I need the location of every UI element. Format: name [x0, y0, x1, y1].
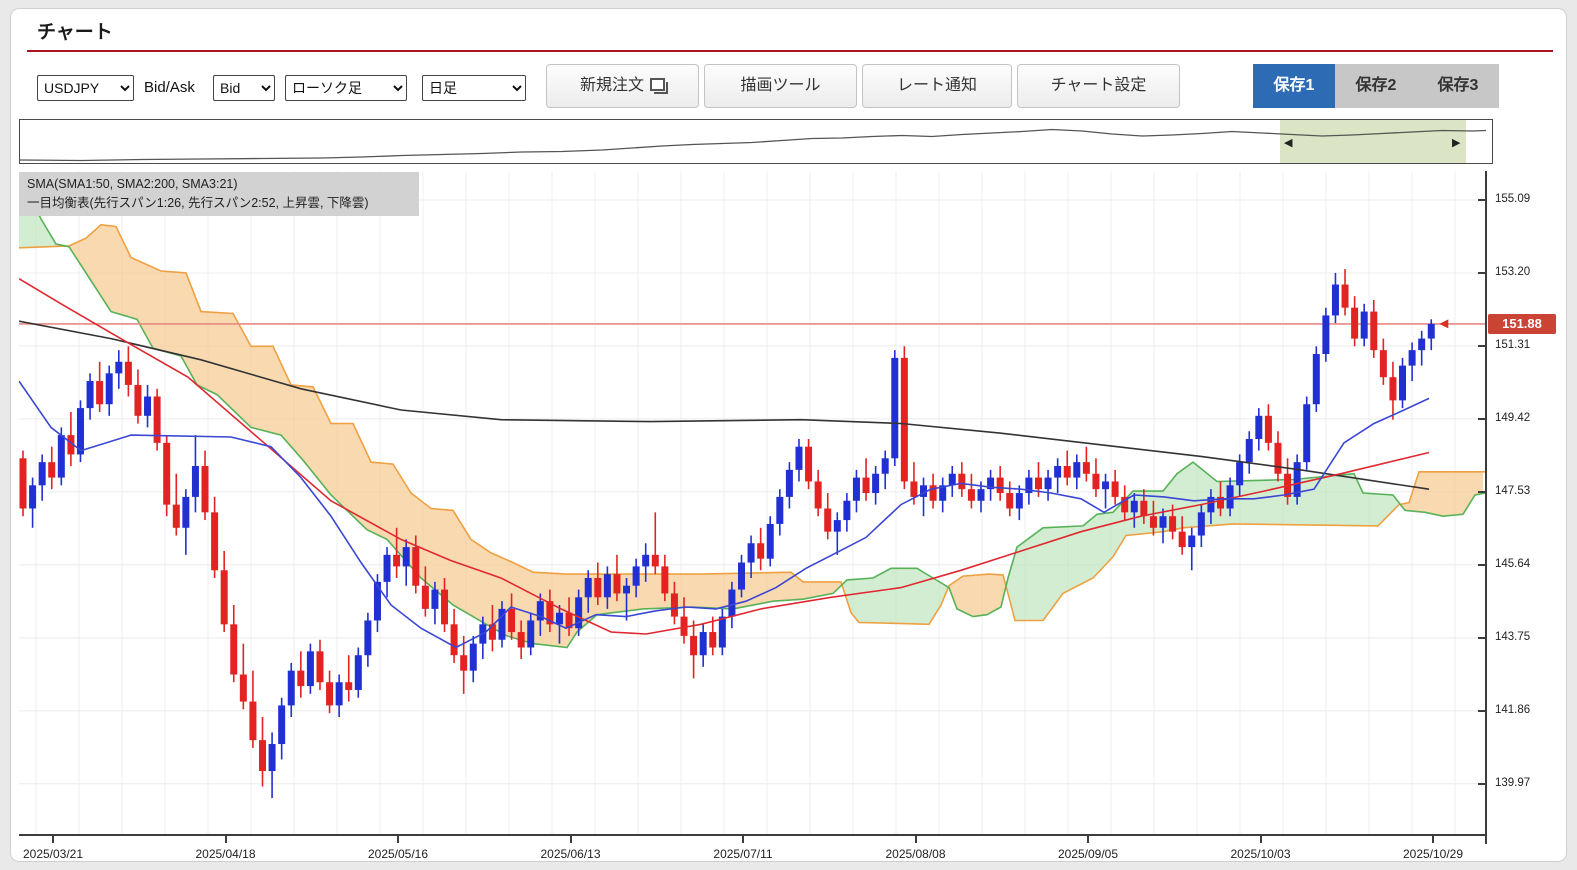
y-tick: [1478, 563, 1487, 566]
y-axis-label: 147.53: [1495, 484, 1531, 497]
legend-sma: SMA(SMA1:50, SMA2:200, SMA3:21): [27, 177, 238, 191]
y-tick: [1478, 344, 1487, 347]
bid-select[interactable]: Bid: [213, 75, 275, 101]
y-tick: [1478, 709, 1487, 712]
save-preset-2-button[interactable]: 保存2: [1355, 77, 1397, 94]
x-tick: [914, 834, 917, 843]
timeframe-select[interactable]: 日足: [422, 75, 526, 101]
x-tick: [52, 834, 54, 843]
selection-left-handle[interactable]: ◀: [1284, 137, 1293, 149]
x-tick: [224, 834, 227, 843]
save-preset-group: 保存1 保存2 保存3: [1253, 64, 1499, 108]
title-divider: [27, 50, 1553, 52]
y-axis-label: 143.75: [1495, 630, 1531, 643]
x-axis-label: 2025/03/21: [22, 847, 84, 861]
x-tick: [1432, 834, 1434, 843]
y-tick: [1478, 782, 1487, 785]
x-axis-label: 2025/05/16: [367, 847, 429, 861]
y-tick: [1478, 417, 1487, 420]
x-tick: [569, 834, 572, 843]
y-tick: [1478, 490, 1487, 493]
y-axis-label: 153.20: [1495, 265, 1531, 278]
y-axis-label: 145.64: [1495, 557, 1531, 570]
x-axis-label: 2025/10/03: [1230, 847, 1291, 861]
x-axis-label: 2025/08/08: [885, 847, 946, 861]
x-axis-label: 2025/06/13: [540, 847, 601, 861]
x-axis-label: 2025/04/18: [195, 847, 256, 861]
y-axis-line: [1485, 171, 1487, 844]
current-price-tag: 151.88: [1488, 313, 1556, 334]
x-tick: [742, 834, 744, 843]
y-axis-label: 139.97: [1495, 776, 1531, 789]
x-tick: [1259, 834, 1262, 843]
x-tick: [397, 834, 399, 843]
x-axis-label: 2025/09/05: [1057, 847, 1119, 861]
indicator-legend: SMA(SMA1:50, SMA2:200, SMA3:21) 一目均衡表(先行…: [19, 172, 419, 216]
symbol-select[interactable]: USDJPY: [37, 75, 134, 101]
y-tick: [1478, 636, 1487, 639]
chart-settings-button[interactable]: チャート設定: [1017, 64, 1180, 108]
y-tick: [1478, 271, 1487, 274]
y-axis-label: 141.86: [1495, 703, 1531, 716]
drawing-tools-button[interactable]: 描画ツール: [704, 64, 857, 108]
chart-panel: チャート USDJPY Bid/Ask Bid ローソク足 日足 新規注文 描画…: [10, 8, 1567, 862]
save-preset-3-button[interactable]: 保存3: [1437, 77, 1479, 94]
new-order-button[interactable]: 新規注文: [546, 64, 699, 108]
overview-strip[interactable]: ◀ ▶: [19, 119, 1493, 164]
y-axis-label: 151.31: [1495, 338, 1531, 351]
page-title: チャート: [37, 22, 113, 43]
main-chart[interactable]: [19, 171, 1485, 834]
rate-alert-button[interactable]: レート通知: [862, 64, 1012, 108]
y-axis-label: 155.09: [1495, 192, 1531, 205]
save-preset-1-button[interactable]: 保存1: [1253, 64, 1335, 108]
x-axis-label: 2025/10/29: [1402, 847, 1464, 861]
bid-ask-label: Bid/Ask: [144, 79, 195, 96]
x-axis-line: [19, 834, 1487, 836]
popup-window-icon: [650, 78, 668, 94]
selection-right-handle[interactable]: ▶: [1452, 137, 1461, 149]
y-axis-label: 149.42: [1495, 411, 1531, 424]
y-tick: [1478, 198, 1487, 201]
chart-type-select[interactable]: ローソク足: [285, 75, 407, 101]
x-tick: [1087, 834, 1089, 843]
x-axis-label: 2025/07/11: [713, 847, 773, 861]
legend-ichimoku: 一目均衡表(先行スパン1:26, 先行スパン2:52, 上昇雲, 下降雲): [27, 196, 369, 210]
